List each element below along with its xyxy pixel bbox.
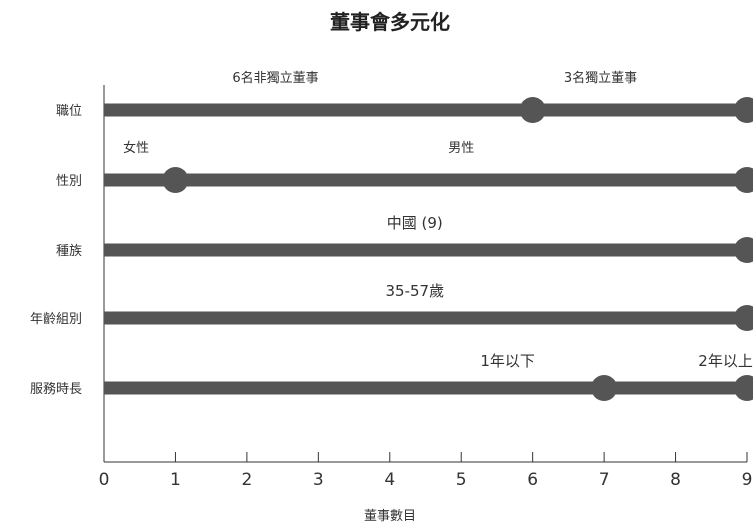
annotation-2-0: 中國 (9): [387, 214, 443, 232]
annotation-4-0: 1年以下: [480, 352, 535, 370]
annotation-4-1: 2年以上: [698, 352, 753, 370]
marker-3-0: [734, 305, 753, 331]
marker-1-0: [162, 167, 189, 193]
x-tick-label-7: 7: [599, 470, 610, 490]
x-tick-label-3: 3: [313, 470, 324, 490]
marker-0-1: [734, 97, 753, 123]
marker-0-0: [519, 97, 546, 123]
x-tick-label-8: 8: [670, 470, 681, 490]
x-axis-label: 董事數目: [364, 509, 416, 524]
chart-title: 董事會多元化: [330, 10, 450, 34]
x-tick-label-5: 5: [456, 470, 467, 490]
x-tick-label-1: 1: [170, 470, 181, 490]
marker-1-1: [734, 167, 753, 193]
category-label-0: 職位: [56, 104, 82, 119]
category-label-3: 年齡組別: [30, 312, 82, 327]
category-label-4: 服務時長: [30, 382, 82, 397]
x-tick-label-2: 2: [241, 470, 252, 490]
x-tick-label-0: 0: [99, 470, 110, 490]
annotation-3-0: 35-57歲: [385, 282, 444, 300]
category-label-2: 種族: [56, 243, 82, 259]
marker-2-0: [734, 237, 753, 263]
annotation-0-1: 3名獨立董事: [564, 70, 637, 86]
x-tick-label-4: 4: [384, 470, 395, 490]
category-label-1: 性別: [56, 174, 82, 189]
annotation-1-0: 女性: [123, 140, 149, 156]
marker-4-1: [734, 375, 753, 401]
x-tick-label-9: 9: [742, 470, 753, 490]
x-tick-label-6: 6: [527, 470, 538, 490]
marker-4-0: [591, 375, 618, 401]
annotation-0-0: 6名非獨立董事: [232, 70, 318, 86]
annotation-1-1: 男性: [448, 141, 474, 156]
